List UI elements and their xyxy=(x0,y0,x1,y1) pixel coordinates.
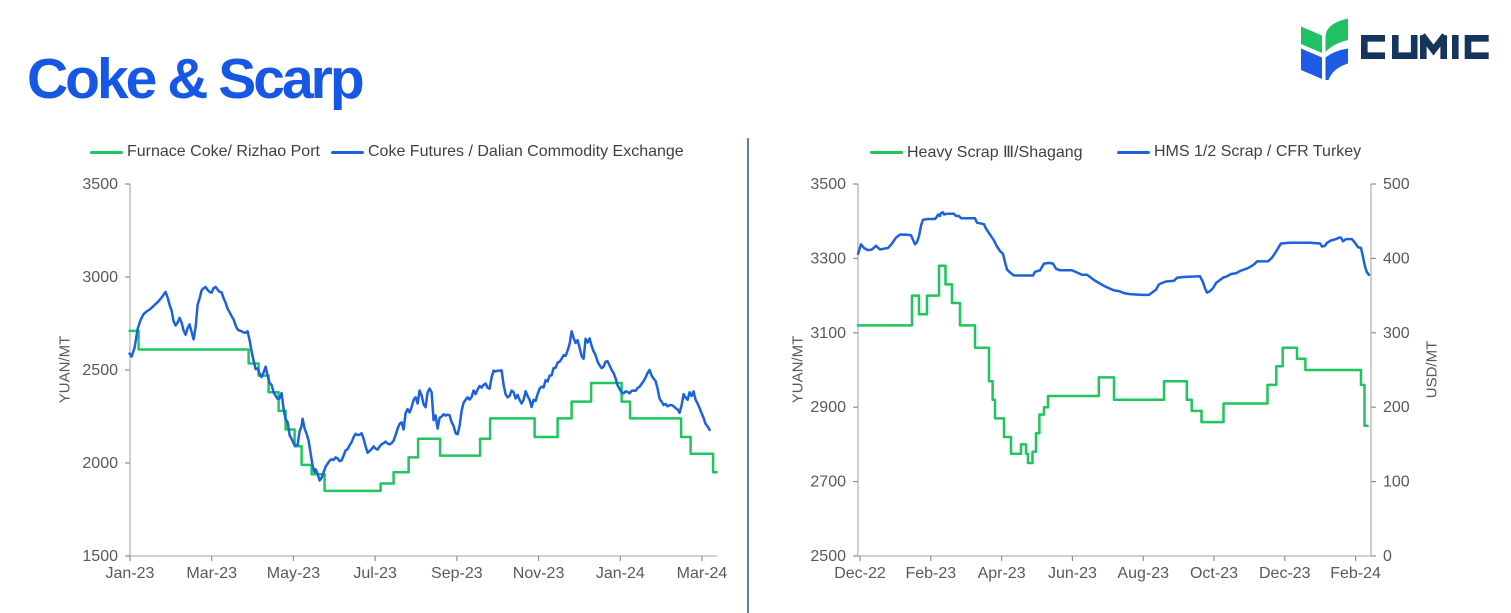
legend-item-coke-futures: Coke Futures / Dalian Commodity Exchange xyxy=(331,143,684,161)
heavy-scrap-swatch-icon xyxy=(870,150,903,154)
y-tick-label: 3300 xyxy=(810,250,846,267)
x-tick-label: Dec-23 xyxy=(1259,565,1311,582)
y-tick-label: 3500 xyxy=(810,176,846,193)
y-tick-label: 3100 xyxy=(810,325,846,342)
y-tick-label: 3500 xyxy=(82,176,118,193)
logo-text xyxy=(1361,33,1489,59)
x-tick-label: Dec-22 xyxy=(834,565,886,582)
hms-scrap-swatch-icon xyxy=(1117,150,1150,154)
x-tick-label: Jan-23 xyxy=(106,565,155,582)
y2-tick-label: 0 xyxy=(1383,548,1392,565)
y-tick-label: 3000 xyxy=(82,269,118,286)
x-tick-label: Feb-24 xyxy=(1330,565,1381,582)
y-tick-label: 2900 xyxy=(810,399,846,416)
legend-item-hms-scrap: HMS 1/2 Scrap / CFR Turkey xyxy=(1117,143,1361,161)
section-divider xyxy=(747,138,749,613)
series-line-0 xyxy=(128,329,718,493)
x-tick-label: Jul-23 xyxy=(353,565,397,582)
company-logo xyxy=(1300,17,1495,82)
y2-tick-label: 300 xyxy=(1383,325,1410,342)
legend-item-furnace-coke: Furnace Coke/ Rizhao Port xyxy=(90,143,320,161)
y2-tick-label: 100 xyxy=(1383,474,1410,491)
y-tick-label: 2500 xyxy=(810,548,846,565)
cumic-logo-icon xyxy=(1301,18,1489,80)
y2-tick-label: 400 xyxy=(1383,250,1410,267)
x-tick-label: Sep-23 xyxy=(431,565,483,582)
coke-price-chart: 1500 2000 2500 3000 3500 Jan-23 Mar-23 May-23 Ju… xyxy=(82,176,728,582)
legend-label: Coke Futures / Dalian Commodity Exchange xyxy=(368,143,684,160)
y-tick-label: 2700 xyxy=(810,474,846,491)
legend-label: Furnace Coke/ Rizhao Port xyxy=(127,143,320,160)
x-tick-label: Mar-24 xyxy=(677,565,728,582)
x-tick-label: Nov-23 xyxy=(513,565,565,582)
series-line-1 xyxy=(128,285,711,482)
legend-item-heavy-scrap: Heavy Scrap Ⅲ/Shagang xyxy=(870,143,1083,161)
furnace-coke-swatch-icon xyxy=(90,150,123,154)
x-tick-label: Mar-23 xyxy=(186,565,237,582)
coke-futures-swatch-icon xyxy=(331,150,364,154)
page-title: Coke & Scarp xyxy=(27,47,365,111)
y-tick-label: 2000 xyxy=(82,455,118,472)
y2-tick-label: 200 xyxy=(1383,399,1410,416)
y-tick-label: 2500 xyxy=(82,362,118,379)
y-tick-label: 1500 xyxy=(82,548,118,565)
x-tick-label: May-23 xyxy=(267,565,320,582)
series-line-0 xyxy=(856,264,1369,465)
logo-mark-icon xyxy=(1301,18,1348,80)
x-tick-label: Jan-24 xyxy=(596,565,645,582)
x-tick-label: Aug-23 xyxy=(1117,565,1169,582)
scrap-price-chart: 2500 2700 2900 3100 3300 3500 0 100 200 300 400 500… xyxy=(810,176,1410,582)
y2-tick-label: 500 xyxy=(1383,176,1410,193)
x-tick-label: Feb-23 xyxy=(905,565,956,582)
x-tick-label: Apr-23 xyxy=(978,565,1026,582)
legend-label: HMS 1/2 Scrap / CFR Turkey xyxy=(1154,143,1362,160)
legend-label: Heavy Scrap Ⅲ/Shagang xyxy=(907,144,1083,161)
series-line-1 xyxy=(856,211,1371,297)
x-tick-label: Jun-23 xyxy=(1048,565,1097,582)
x-tick-label: Oct-23 xyxy=(1190,565,1238,582)
